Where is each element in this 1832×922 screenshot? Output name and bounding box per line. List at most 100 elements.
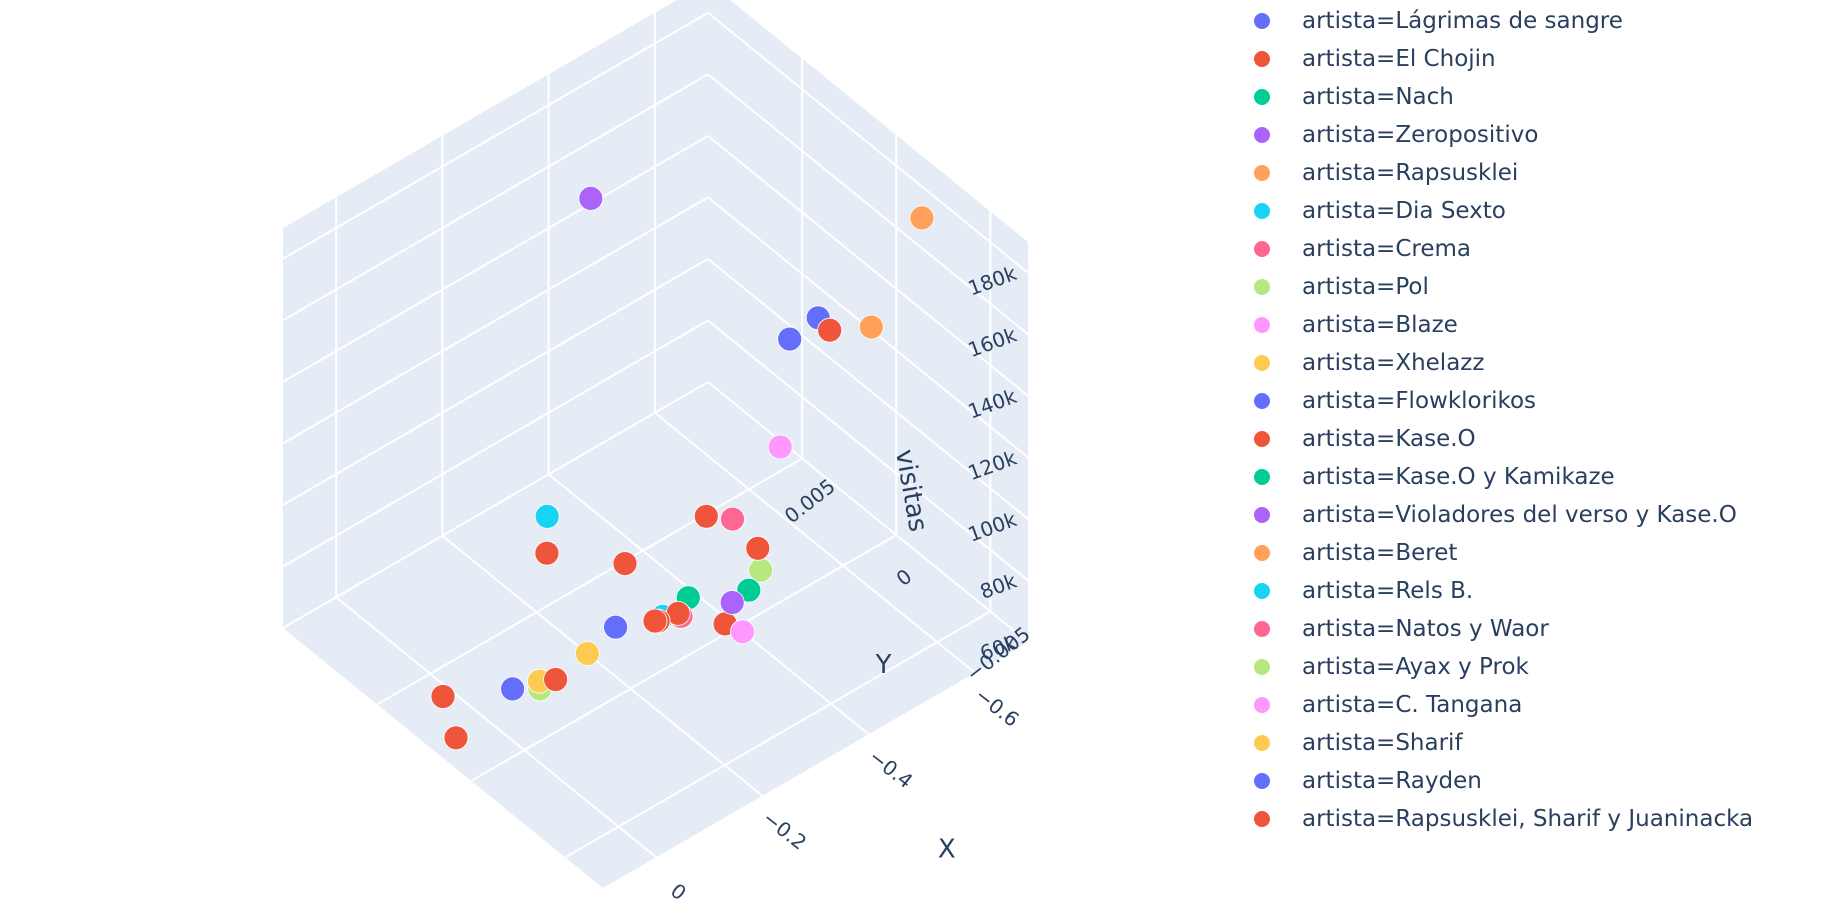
legend-marker [1254,659,1270,675]
legend-item[interactable]: artista=Crema [1240,230,1830,268]
legend-item[interactable]: artista=Blaze [1240,306,1830,344]
data-point[interactable] [642,608,668,634]
gridline-z-side [707,11,1029,274]
scene-gridlines [282,11,1029,859]
data-point[interactable] [500,676,525,702]
gridline-x-floor [654,411,976,674]
legend-label: artista=Rels B. [1302,578,1474,604]
data-point[interactable] [578,185,604,211]
gridline-x-floor [441,534,764,797]
legend-label: artista=Ayax y Prok [1302,654,1529,680]
data-point[interactable] [745,535,771,561]
legend-item[interactable]: artista=Lágrimas de sangre [1240,2,1830,40]
data-point[interactable] [719,590,745,615]
data-point[interactable] [730,619,755,645]
pane-xy [283,382,1028,888]
legend-item[interactable]: artista=Kase.O y Kamikaze [1240,458,1830,496]
legend-item[interactable]: artista=Violadores del verso y Kase.O [1240,496,1830,534]
legend-label: artista=Rapsusklei, Sharif y Juaninacka [1302,806,1754,832]
legend-label: artista=Natos y Waor [1302,616,1549,642]
legend-label: artista=Crema [1302,236,1471,262]
gridline-x-floor [547,473,870,736]
legend-marker [1254,393,1270,409]
scatter3d-plot[interactable]: −0.6−0.4−0.20−0.00500.00560k80k100k120k1… [0,0,1240,922]
legend-item[interactable]: artista=C. Tangana [1240,686,1830,724]
gridline-z-side [707,73,1029,336]
legend-label: artista=Nach [1302,84,1454,110]
legend-marker [1254,165,1270,181]
legend-marker [1254,89,1270,105]
legend-item[interactable]: artista=Nach [1240,78,1830,116]
scene-points[interactable] [430,185,935,751]
gridline-z-back [282,134,709,383]
legend-item[interactable]: artista=Kase.O [1240,420,1830,458]
legend-item[interactable]: artista=Rapsusklei, Sharif y Juaninacka [1240,800,1830,838]
data-point[interactable] [543,667,568,692]
legend-marker [1254,203,1270,219]
legend-label: artista=Kase.O [1302,426,1476,452]
legend-marker [1254,469,1270,485]
gridline-x-floor [335,596,657,859]
gridline-z-back [282,196,709,445]
gridline-z-side [707,381,1029,643]
legend-label: artista=Kase.O y Kamikaze [1302,464,1615,490]
legend-item[interactable]: artista=Rels B. [1240,572,1830,610]
legend-item[interactable]: artista=Xhelazz [1240,344,1830,382]
data-point[interactable] [574,641,600,666]
legend-label: artista=Violadores del verso y Kase.O [1302,502,1737,528]
gridline-z-side [707,135,1029,397]
data-point[interactable] [909,205,935,231]
legend-marker [1254,13,1270,29]
gridline-z-side [707,319,1029,582]
data-point[interactable] [603,614,628,640]
gridline-z-back [282,73,709,322]
legend-label: artista=Dia Sexto [1302,198,1506,224]
legend-label: artista=Sharif [1302,730,1463,756]
legend-marker [1254,51,1270,67]
legend-item[interactable]: artista=El Chojin [1240,40,1830,78]
data-point[interactable] [430,684,456,709]
legend-label: artista=El Chojin [1302,46,1496,72]
legend-marker [1254,507,1270,523]
gridline-z-back [282,381,709,629]
legend[interactable]: artista=Lágrimas de sangre artista=El Cho… [1240,2,1830,838]
data-point[interactable] [767,434,793,460]
legend-label: artista=Pol [1302,274,1429,300]
legend-item[interactable]: artista=Dia Sexto [1240,192,1830,230]
legend-item[interactable]: artista=Pol [1240,268,1830,306]
gridline-z-back [282,11,709,260]
data-point[interactable] [534,540,560,566]
legend-marker [1254,127,1270,143]
data-point[interactable] [443,725,469,751]
data-point[interactable] [720,506,745,532]
legend-item[interactable]: artista=Flowklorikos [1240,382,1830,420]
legend-marker [1254,431,1270,447]
legend-item[interactable]: artista=Sharif [1240,724,1830,762]
legend-item[interactable]: artista=Rapsusklei [1240,154,1830,192]
data-point[interactable] [693,503,719,529]
data-point[interactable] [612,551,638,576]
y-axis-title: Y [875,650,892,680]
legend-item[interactable]: artista=Zeropositivo [1240,116,1830,154]
legend-marker [1254,545,1270,561]
legend-item[interactable]: artista=Natos y Waor [1240,610,1830,648]
legend-item[interactable]: artista=Rayden [1240,762,1830,800]
legend-item[interactable]: artista=Beret [1240,534,1830,572]
legend-label: artista=Rayden [1302,768,1482,794]
legend-marker [1254,241,1270,257]
legend-label: artista=Xhelazz [1302,350,1485,376]
x-axis-title: X [938,835,956,865]
legend-label: artista=Beret [1302,540,1458,566]
legend-marker [1254,279,1270,295]
legend-label: artista=Flowklorikos [1302,388,1537,414]
data-point[interactable] [777,326,803,352]
legend-item[interactable]: artista=Ayax y Prok [1240,648,1830,686]
legend-label: artista=Zeropositivo [1302,122,1539,148]
data-point[interactable] [817,317,843,343]
legend-label: artista=Lágrimas de sangre [1302,8,1623,34]
gridline-z-side [707,258,1029,520]
data-point[interactable] [534,504,560,529]
data-point[interactable] [858,314,884,340]
gridline-y-floor [376,457,803,706]
legend-marker [1254,583,1270,599]
